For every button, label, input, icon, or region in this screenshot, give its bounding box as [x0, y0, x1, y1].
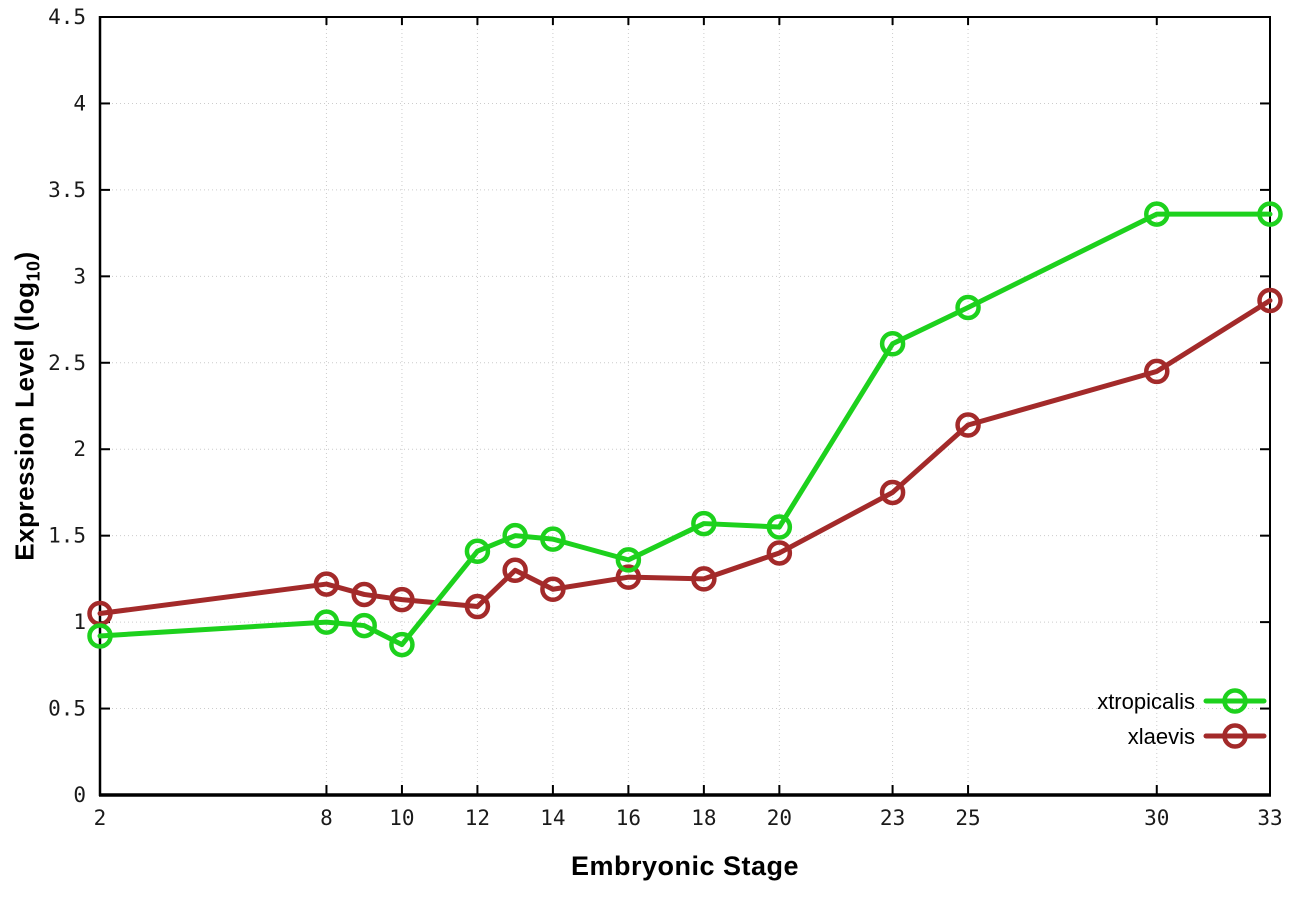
axis-tick-labels: 2 8 10 12 14 16 18 20 23 25 30 33 0 0.5 1 1.5 2 2.5 3 3.5 4 4… [48, 5, 1283, 830]
y-tick-label: 2 [73, 437, 86, 461]
data-point-xlaevis [464, 593, 491, 620]
data-point-xlaevis [351, 581, 377, 608]
y-tick-label: 1.5 [48, 524, 86, 548]
data-point-xlaevis [540, 576, 566, 603]
axis-ticks [99, 16, 1271, 796]
y-axis-title-close: ) [9, 251, 40, 261]
x-tick-label: 2 [94, 806, 107, 830]
data-point-xtropicalis [766, 514, 793, 540]
x-tick-label: 16 [616, 806, 641, 830]
y-tick-label: 3 [73, 264, 86, 288]
x-axis-title: Embryonic Stage [570, 851, 800, 881]
data-point-xtropicalis [351, 612, 377, 639]
data-point-xlaevis [1144, 358, 1170, 385]
data-point-xlaevis [502, 557, 528, 583]
y-tick-label: 4 [73, 91, 86, 115]
x-tick-label: 14 [540, 806, 565, 830]
legend-label-xlaevis: xlaevis [1128, 724, 1195, 749]
data-point-xlaevis [691, 566, 717, 592]
y-axis-title-text: Expression Level (log [9, 281, 40, 561]
y-tick-label: 3.5 [48, 178, 86, 202]
x-tick-label: 25 [955, 806, 980, 830]
y-axis-title-subscript: 10 [23, 260, 44, 282]
y-axis-title: Expression Level (log10) [9, 251, 44, 560]
legend-sample-marker-xlaevis [1222, 723, 1248, 749]
data-point-xtropicalis [1257, 201, 1283, 227]
data-point-xtropicalis [955, 294, 981, 321]
gridlines [99, 16, 1271, 796]
data-point-xtropicalis [615, 547, 642, 573]
x-tick-label: 33 [1257, 806, 1282, 830]
data-point-xtropicalis [691, 510, 717, 537]
y-tick-label: 2.5 [48, 351, 86, 375]
data-point-xtropicalis [87, 623, 113, 649]
x-tick-label: 18 [691, 806, 716, 830]
y-tick-label: 0 [73, 783, 86, 807]
data-point-xtropicalis [502, 522, 528, 549]
legend-sample-marker-xtropicalis [1222, 688, 1248, 714]
x-tick-label: 23 [880, 806, 905, 830]
legend-label-xtropicalis: xtropicalis [1097, 689, 1195, 714]
series-line-xtropicalis [97, 211, 1273, 648]
data-point-xtropicalis [389, 631, 415, 658]
data-point-xlaevis [313, 571, 340, 597]
x-tick-label: 12 [465, 806, 490, 830]
data-series [87, 201, 1283, 658]
x-tick-label: 10 [389, 806, 414, 830]
x-tick-label: 30 [1144, 806, 1169, 830]
data-point-xlaevis [766, 540, 793, 566]
data-point-xlaevis [879, 479, 906, 506]
y-tick-label: 0.5 [48, 697, 86, 721]
series-line-xlaevis [97, 298, 1273, 616]
y-tick-label: 1 [73, 610, 86, 634]
data-point-xlaevis [955, 412, 981, 438]
data-point-xtropicalis [540, 526, 566, 552]
x-tick-label: 8 [320, 806, 333, 830]
data-point-xtropicalis [313, 609, 340, 635]
x-tick-label: 20 [767, 806, 792, 830]
data-point-xtropicalis [1144, 201, 1170, 227]
plot-border [98, 16, 1271, 797]
y-tick-label: 4.5 [48, 5, 86, 29]
data-point-xtropicalis [879, 331, 906, 357]
legend: xtropicalis xlaevis [1097, 688, 1267, 749]
data-point-xlaevis [389, 586, 415, 613]
data-point-xlaevis [1257, 287, 1283, 314]
data-point-xtropicalis [464, 538, 491, 564]
data-point-xlaevis [615, 564, 642, 590]
